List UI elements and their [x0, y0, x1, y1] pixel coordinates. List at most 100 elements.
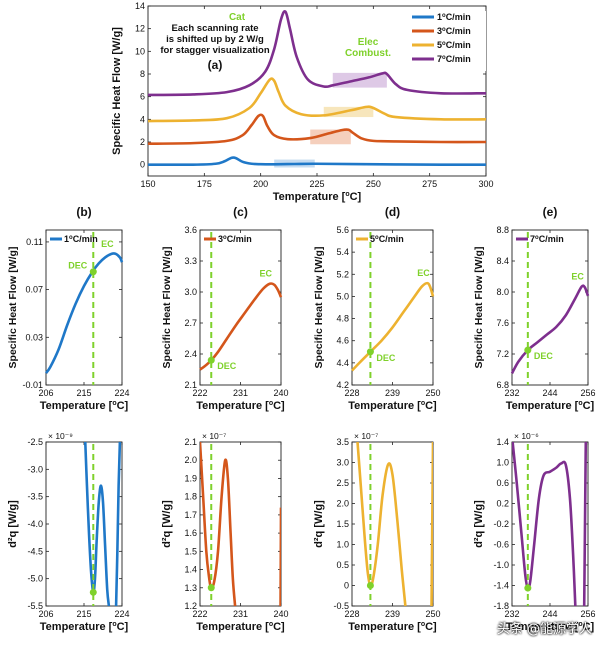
- legend-label-a-0: 1oC/min: [437, 12, 471, 22]
- y-tick-label-d-4: 5.0: [336, 291, 349, 301]
- exponent-label-c2: × 10⁻⁷: [202, 431, 226, 441]
- x-tick-label-e-0: 232: [504, 388, 519, 398]
- y-tick-label-d-2: 4.6: [336, 336, 349, 346]
- y-tick-label-e-1: 7.2: [496, 349, 509, 359]
- y-tick-label-a-2: 4: [140, 114, 145, 124]
- y-tick-label-e-5: 8.8: [496, 225, 509, 235]
- y-tick-label-d2-3: 1.0: [336, 540, 349, 550]
- exponent-label-e2: × 10⁻⁶: [514, 431, 539, 441]
- x-tick-label-b2-2: 224: [114, 609, 129, 619]
- y-tick-label-b2-5: -3.0: [27, 464, 43, 474]
- y-tick-label-c2-9: 2.1: [184, 437, 197, 447]
- y-axis-label-e2: d²q [W/g]: [473, 500, 485, 548]
- y-tick-label-b-3: 0.11: [26, 237, 43, 247]
- x-tick-label-b2-0: 206: [38, 609, 53, 619]
- y-tick-label-e-0: 6.8: [496, 380, 509, 390]
- y-axis-label-e: Specific Heat Flow [W/g]: [473, 247, 485, 369]
- series-line-a-3: [147, 10, 487, 97]
- y-tick-label-a-4: 8: [140, 69, 145, 79]
- y-tick-label-e2-8: 1.4: [496, 437, 509, 447]
- axes-c: 222 231 240 2.1 2.4 2.7 3.0 3.3 3.6 Temperature […: [184, 225, 288, 412]
- x-tick-label-a-4: 250: [366, 179, 381, 189]
- exponent-label-d2: × 10⁻⁷: [354, 431, 378, 441]
- series-line-b2-1: [114, 442, 122, 606]
- x-tick-label-d2-1: 239: [385, 609, 400, 619]
- y-tick-label-c2-0: 1.2: [184, 601, 197, 611]
- dec-marker-d: [366, 348, 374, 356]
- x-axis-label-c2: Temperature [oC]: [196, 621, 285, 633]
- y-tick-label-c2-3: 1.5: [184, 546, 197, 556]
- axes-d2: 228 239 250 -0.5 0 0.5 1.0 1.5 2.0 2.5 3.0 3.5 Tempe…: [333, 437, 440, 633]
- legend-label-a-3: 7oC/min: [437, 54, 471, 64]
- note-line-2: for stagger visualization: [160, 45, 269, 56]
- x-axis-label-e: Temperature [oC]: [506, 400, 595, 412]
- series-line-a-2: [147, 77, 487, 123]
- annotation-elec-1: Combust.: [345, 48, 391, 59]
- y-tick-label-c2-7: 1.9: [184, 473, 197, 483]
- y-tick-label-d2-8: 3.5: [336, 437, 349, 447]
- dec-marker-d2: [366, 582, 374, 589]
- y-tick-label-d-5: 5.2: [336, 269, 349, 279]
- panel-label-b: (b): [76, 205, 91, 219]
- y-tick-label-c-5: 3.6: [184, 225, 197, 235]
- y-tick-label-c2-2: 1.4: [184, 565, 197, 575]
- x-tick-label-d2-2: 250: [425, 609, 440, 619]
- panel-label-c: (c): [233, 205, 248, 219]
- x-axis-label-d: Temperature [oC]: [348, 400, 437, 412]
- series-line-a-0: [147, 156, 487, 167]
- y-tick-label-d-3: 4.8: [336, 314, 349, 324]
- watermark: 头条 @能源学人: [496, 622, 592, 637]
- y-tick-label-b-2: 0.07: [25, 285, 43, 295]
- x-tick-label-a-2: 200: [253, 179, 268, 189]
- x-tick-label-e-1: 244: [542, 388, 557, 398]
- y-tick-label-c-3: 3.0: [184, 287, 197, 297]
- annotation-elec-0: Elec: [358, 37, 379, 48]
- y-tick-label-c2-6: 1.8: [184, 492, 197, 502]
- dec-marker-c2: [207, 584, 215, 592]
- series-line-d: [351, 281, 435, 372]
- y-tick-label-d2-5: 2.0: [336, 499, 349, 509]
- x-axis-label-d2: Temperature [oC]: [348, 621, 437, 633]
- x-tick-label-b-2: 224: [114, 388, 129, 398]
- y-tick-label-d2-7: 3.0: [336, 458, 349, 468]
- y-tick-label-e-4: 8.4: [496, 256, 509, 266]
- y-tick-label-e2-4: -0.2: [493, 519, 509, 529]
- x-tick-label-a-6: 300: [478, 179, 493, 189]
- x-tick-label-a-5: 275: [422, 179, 437, 189]
- dec-marker-b2: [89, 588, 97, 596]
- axes-b: 206 215 224 -0.01 0.03 0.07 0.11 Temperature [o…: [22, 229, 130, 412]
- y-tick-label-a-6: 12: [135, 24, 145, 34]
- panel-label-d: (d): [385, 205, 400, 219]
- y-tick-label-e2-1: -1.4: [493, 581, 509, 591]
- x-tick-label-b-1: 215: [76, 388, 91, 398]
- dec-marker-b: [89, 268, 97, 276]
- x-tick-label-e-2: 256: [580, 388, 595, 398]
- panel-label-a: (a): [208, 58, 223, 72]
- y-tick-label-e2-6: 0.6: [496, 478, 509, 488]
- x-tick-label-e2-0: 232: [504, 609, 519, 619]
- x-tick-label-c-1: 231: [233, 388, 248, 398]
- x-tick-label-b2-1: 215: [76, 609, 91, 619]
- y-tick-label-b-0: -0.01: [22, 380, 43, 390]
- y-tick-label-d-7: 5.6: [336, 225, 349, 235]
- y-tick-label-d2-4: 1.5: [336, 519, 349, 529]
- x-axis-label-a: Temperature [oC]: [273, 191, 362, 203]
- y-tick-label-d-1: 4.4: [336, 358, 349, 368]
- dec-marker-c: [207, 356, 215, 364]
- x-axis-label-b: Temperature [oC]: [40, 400, 129, 412]
- series-line-d2-1: [430, 442, 433, 606]
- x-tick-label-d2-0: 228: [344, 609, 359, 619]
- legend-label-b: 1oC/min: [64, 234, 98, 244]
- dec-label-b: DEC: [68, 261, 88, 271]
- x-tick-label-d-2: 250: [425, 388, 440, 398]
- y-tick-label-b2-1: -5.0: [27, 574, 43, 584]
- y-tick-label-e2-3: -0.6: [493, 540, 509, 550]
- axes-e: 232 244 256 6.8 7.2 7.6 8.0 8.4 8.8 Temperature […: [496, 225, 595, 412]
- legend-a: 1oC/min 3oC/min 5oC/min 7oC/min: [408, 11, 486, 71]
- x-tick-label-c2-2: 240: [273, 609, 288, 619]
- y-axis-label-b2: d²q [W/g]: [7, 500, 19, 548]
- series-line-a-1: [147, 113, 487, 145]
- y-axis-label-a: Specific Heat Flow [W/g]: [111, 27, 123, 155]
- axes-d: 228 239 250 4.2 4.4 4.6 4.8 5.0 5.2 5.4 5.6 Tempera…: [336, 225, 440, 412]
- y-axis-label-d: Specific Heat Flow [W/g]: [313, 247, 325, 369]
